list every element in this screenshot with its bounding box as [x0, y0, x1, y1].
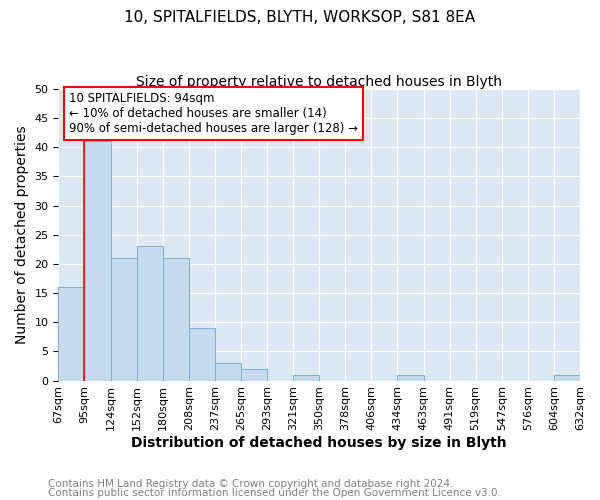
Bar [110, 258, 137, 380]
Text: 10, SPITALFIELDS, BLYTH, WORKSOP, S81 8EA: 10, SPITALFIELDS, BLYTH, WORKSOP, S81 8E… [124, 10, 476, 25]
Bar [85, 142, 110, 380]
Title: Size of property relative to detached houses in Blyth: Size of property relative to detached ho… [136, 75, 502, 89]
Bar [137, 246, 163, 380]
Text: 10 SPITALFIELDS: 94sqm
← 10% of detached houses are smaller (14)
90% of semi-det: 10 SPITALFIELDS: 94sqm ← 10% of detached… [69, 92, 358, 135]
Bar [58, 288, 85, 380]
Text: Contains HM Land Registry data © Crown copyright and database right 2024.: Contains HM Land Registry data © Crown c… [48, 479, 454, 489]
Bar [189, 328, 215, 380]
Bar [163, 258, 189, 380]
Text: Contains public sector information licensed under the Open Government Licence v3: Contains public sector information licen… [48, 488, 501, 498]
Bar [554, 375, 580, 380]
Bar [215, 363, 241, 380]
Bar [293, 375, 319, 380]
Y-axis label: Number of detached properties: Number of detached properties [15, 126, 29, 344]
X-axis label: Distribution of detached houses by size in Blyth: Distribution of detached houses by size … [131, 436, 507, 450]
Bar [397, 375, 424, 380]
Bar [241, 369, 267, 380]
